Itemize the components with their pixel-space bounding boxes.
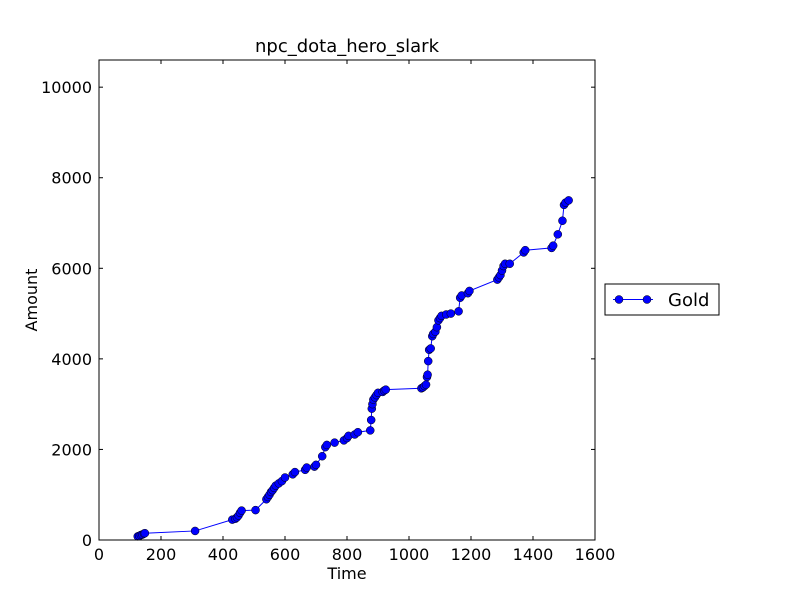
x-tick-label: 0 bbox=[94, 545, 104, 564]
data-point bbox=[366, 426, 375, 435]
y-tick-label: 0 bbox=[82, 531, 92, 550]
data-point bbox=[311, 460, 321, 470]
data-point bbox=[558, 216, 567, 225]
data-point bbox=[465, 286, 474, 296]
data-point bbox=[322, 440, 332, 450]
data-point bbox=[446, 309, 456, 318]
data-point bbox=[564, 196, 573, 205]
y-tick-label: 2000 bbox=[51, 440, 92, 459]
data-point bbox=[421, 380, 431, 389]
data-point bbox=[381, 385, 390, 394]
y-tick-label: 6000 bbox=[51, 259, 92, 278]
data-point bbox=[190, 526, 200, 536]
series-line-gold bbox=[137, 199, 569, 537]
data-point bbox=[423, 370, 432, 379]
x-tick-label: 400 bbox=[208, 545, 239, 564]
data-point bbox=[237, 506, 246, 515]
data-point bbox=[548, 241, 558, 250]
legend-label-gold: Gold bbox=[668, 290, 709, 311]
legend-marker-right bbox=[642, 295, 652, 304]
data-point bbox=[553, 230, 563, 239]
x-tick-label: 1600 bbox=[575, 545, 616, 564]
data-point bbox=[353, 427, 363, 437]
y-tick-label: 4000 bbox=[51, 350, 92, 369]
data-point bbox=[317, 451, 327, 461]
x-tick-label: 200 bbox=[146, 545, 177, 564]
x-tick-label: 600 bbox=[270, 545, 301, 564]
plot-area bbox=[133, 196, 573, 541]
y-tick-label: 8000 bbox=[51, 169, 92, 188]
plot-frame bbox=[98, 59, 596, 541]
data-point bbox=[505, 259, 514, 269]
data-point bbox=[426, 344, 435, 353]
data-point bbox=[302, 463, 311, 472]
data-point bbox=[140, 528, 150, 538]
x-tick-label: 1400 bbox=[513, 545, 554, 564]
axis-ticks: 0 200 400 600 800 1000 1200 1400 1600 0 2000 4000 60… bbox=[41, 60, 615, 564]
data-point bbox=[366, 415, 376, 425]
data-point bbox=[251, 505, 260, 515]
data-point bbox=[290, 467, 300, 477]
data-point bbox=[423, 356, 433, 366]
y-axis-label: Amount bbox=[22, 269, 41, 332]
y-tick-label: 10000 bbox=[41, 78, 92, 97]
chart-title: npc_dota_hero_slark bbox=[255, 36, 440, 57]
legend-marker-left bbox=[614, 295, 624, 304]
legend: Gold bbox=[604, 283, 720, 316]
x-tick-label: 800 bbox=[332, 545, 363, 564]
x-tick-label: 1200 bbox=[451, 545, 492, 564]
data-point bbox=[280, 473, 290, 482]
x-tick-label: 1000 bbox=[389, 545, 430, 564]
data-point bbox=[330, 438, 339, 447]
x-axis-label: Time bbox=[326, 564, 366, 583]
data-point bbox=[521, 245, 530, 255]
data-point bbox=[454, 307, 463, 316]
